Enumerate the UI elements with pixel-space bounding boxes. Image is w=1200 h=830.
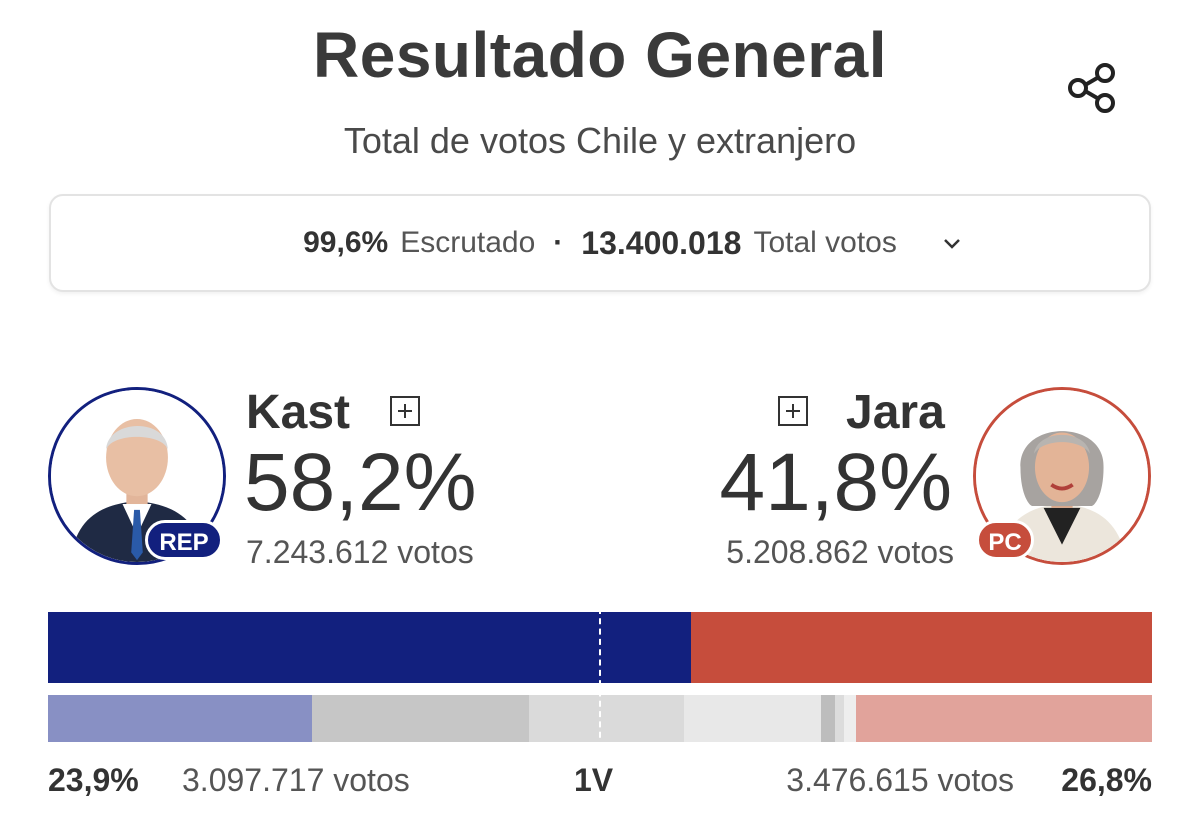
- candidate-votes-jara: 5.208.862 votos: [726, 534, 954, 570]
- share-icon[interactable]: [1062, 58, 1122, 118]
- expand-plus-icon[interactable]: [778, 396, 808, 426]
- first-round-votes-jara: 3.476.615 votos: [786, 762, 1014, 798]
- total-votes-value: 13.400.018: [581, 224, 742, 261]
- first-round-votes-kast: 3.097.717 votos: [182, 762, 410, 798]
- scrutiny-summary-dropdown[interactable]: 99,6% Escrutado · 13.400.018 Total votos: [49, 194, 1151, 292]
- candidate-percent-jara: 41,8%: [719, 437, 952, 528]
- summary-separator: ·: [553, 226, 564, 259]
- first-round-segment-1: [311, 695, 530, 742]
- party-badge-pc: PC: [976, 520, 1034, 560]
- page-title: Resultado General: [313, 19, 887, 91]
- scrutinized-percent: 99,6%: [303, 226, 389, 259]
- first-round-bar: [48, 695, 1152, 742]
- candidate-percent-kast: 58,2%: [244, 437, 477, 528]
- first-round-segment-0: [48, 695, 312, 742]
- total-votes-label: Total votos: [753, 226, 897, 259]
- bar-segment-kast: [48, 612, 691, 683]
- first-round-segment-2: [529, 695, 684, 742]
- party-badge-rep: REP: [145, 520, 223, 560]
- first-round-segment-6: [843, 695, 857, 742]
- majority-line: [599, 608, 601, 748]
- candidate-name-jara: Jara: [846, 386, 945, 439]
- first-round-segment-7: [856, 695, 1152, 742]
- first-round-percent-jara: 26,8%: [1061, 762, 1152, 798]
- first-round-label: 1V: [574, 762, 614, 798]
- first-round-segment-3: [683, 695, 821, 742]
- candidate-votes-kast: 7.243.612 votos: [246, 534, 474, 570]
- first-round-segment-5: [835, 695, 844, 742]
- chevron-down-icon[interactable]: [941, 232, 963, 254]
- page-subtitle: Total de votos Chile y extranjero: [343, 120, 857, 161]
- scrutinized-label: Escrutado: [400, 226, 536, 259]
- expand-plus-icon[interactable]: [390, 396, 420, 426]
- first-round-percent-kast: 23,9%: [48, 762, 139, 798]
- first-round-segment-4: [820, 695, 836, 742]
- second-round-bar: [48, 612, 1152, 683]
- candidate-photo-kast: [48, 387, 226, 565]
- candidate-name-kast: Kast: [246, 386, 351, 439]
- bar-segment-jara: [690, 612, 1152, 683]
